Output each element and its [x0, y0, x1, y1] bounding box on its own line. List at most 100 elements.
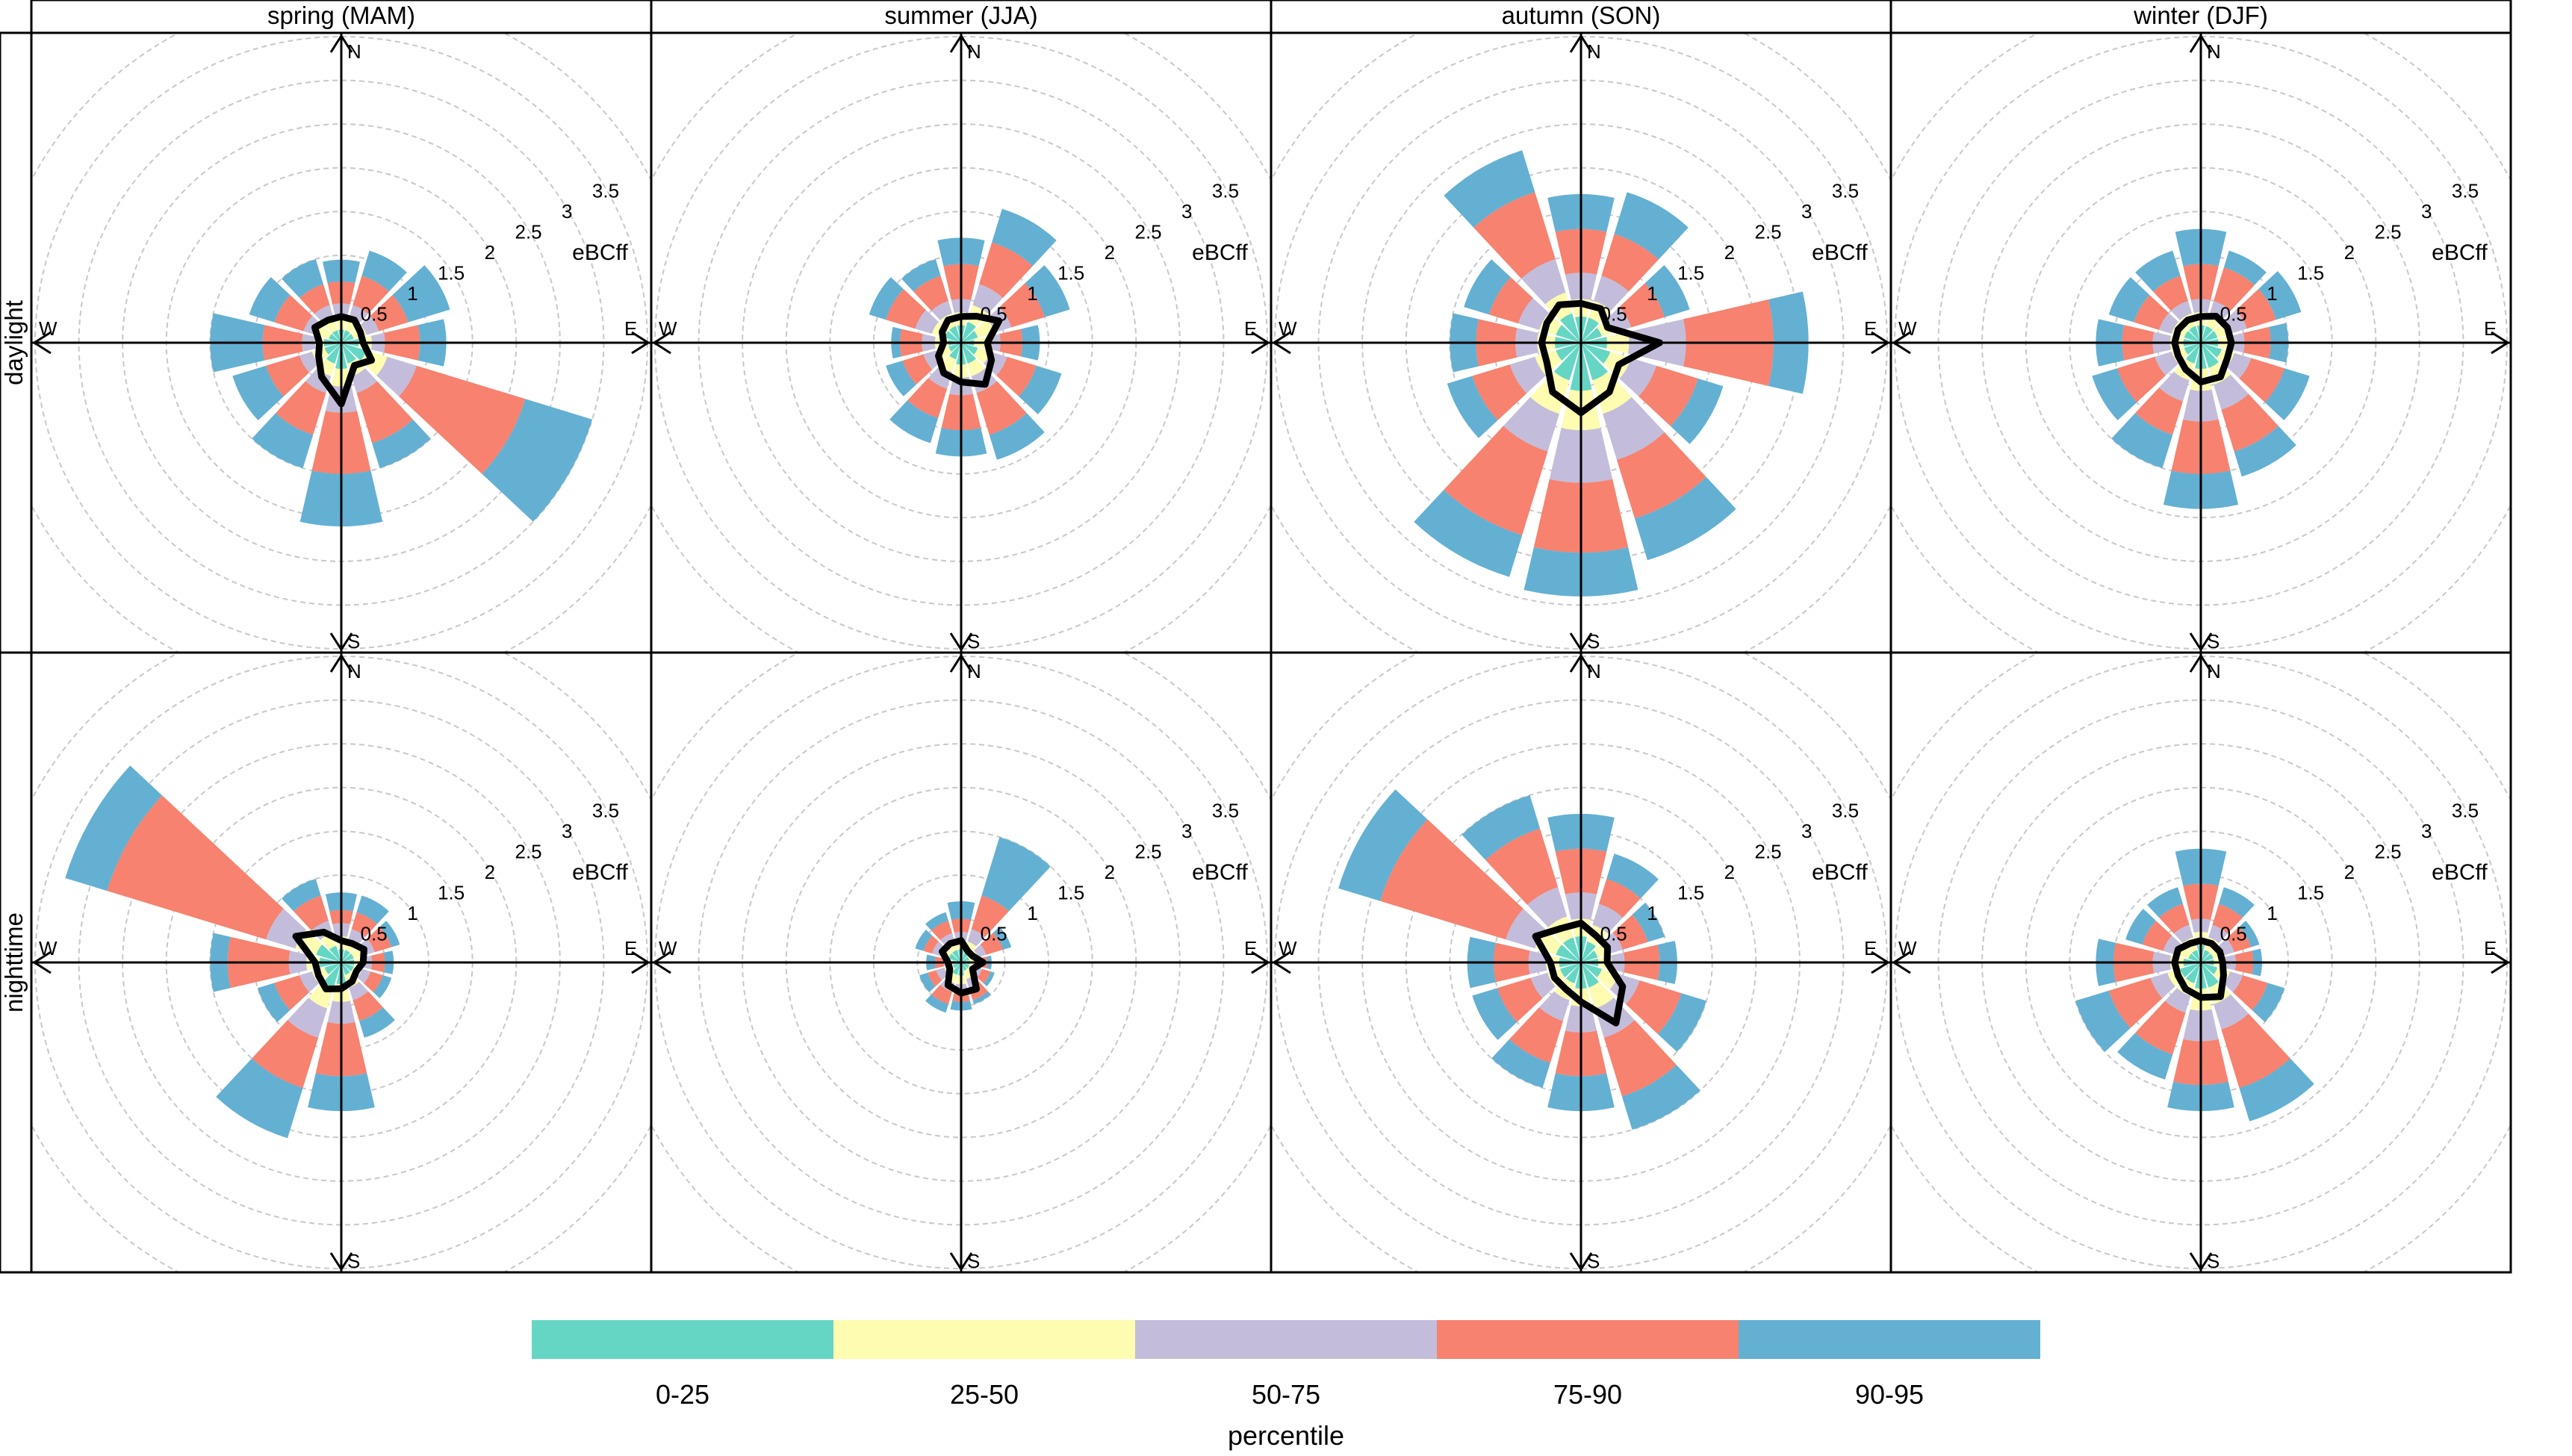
- wedge-90-95-dir-240: [1472, 988, 1518, 1040]
- wedge-0-25-dir-150: [341, 343, 356, 364]
- wedge-50-75-dir-300: [2159, 313, 2178, 334]
- wedge-50-75-dir-210: [288, 998, 328, 1038]
- wedge-75-90-dir-330: [1485, 828, 1559, 905]
- wedge-50-75-dir-30: [1592, 903, 1623, 934]
- wedge-75-90-dir-120: [1626, 980, 1682, 1034]
- wedge-90-95-dir-330: [2135, 250, 2181, 292]
- wedge-90-95-dir-150: [972, 991, 991, 1004]
- radial-tick-label: 1.5: [1057, 882, 1084, 904]
- wedge-50-75-dir-150: [2214, 374, 2249, 410]
- wedge-50-75-dir-240: [299, 352, 319, 373]
- wedge-75-90-dir-120: [399, 365, 526, 474]
- wedge-90-95-dir-150: [1621, 1065, 1700, 1130]
- wedge-75-90-dir-120: [364, 971, 383, 992]
- wedge-0-25-dir-120: [961, 962, 970, 968]
- row-strip: [0, 31, 33, 654]
- radial-tick-label: 1: [2267, 282, 2277, 305]
- column-strip: [30, 0, 653, 34]
- wedge-90-95-dir-210: [252, 413, 314, 468]
- wedge-75-90-dir-240: [1472, 364, 1527, 420]
- wedge-50-75-dir-330: [940, 933, 955, 947]
- wedge-90-95-dir-300: [1464, 259, 1511, 315]
- wedge-75-90-dir-300: [107, 795, 284, 940]
- wedge-90-95-dir-240: [919, 972, 936, 992]
- radial-tick-label: 2.5: [1754, 841, 1781, 863]
- radial-tick-label: 2.5: [515, 221, 541, 243]
- wedge-50-75-dir-330: [1521, 259, 1566, 305]
- west-label: W: [1898, 317, 1917, 340]
- wedge-0-25-dir-330: [1560, 313, 1581, 343]
- radial-tick-label: 2: [485, 861, 495, 883]
- wedge-90-95-dir-330: [1444, 150, 1535, 228]
- south-label: S: [347, 1250, 360, 1272]
- radial-tick-label: 1.5: [2297, 882, 2324, 904]
- wedge-75-90-dir-120: [977, 968, 991, 983]
- wedge-90-95-dir-150: [359, 1007, 395, 1038]
- wedge-90-95-dir-210: [2117, 1033, 2173, 1080]
- axis-arrow: [631, 331, 650, 355]
- wedge-90-95-dir-240: [232, 365, 284, 420]
- wedge-90-95-dir-150: [372, 419, 431, 468]
- radial-tick-label: 2: [2344, 241, 2355, 264]
- wedge-90-95-dir-120: [984, 971, 995, 986]
- radial-tick-label: 1: [1647, 282, 1657, 305]
- wedge-50-75-dir-300: [1518, 298, 1550, 330]
- wedge-90-95-dir-150: [2234, 426, 2296, 477]
- radial-tick-label: 1: [2267, 902, 2277, 924]
- radial-tick-label: 2: [1724, 241, 1735, 264]
- wedge-0-25-dir-330: [332, 330, 341, 343]
- wedge-0-25-dir-210: [1554, 343, 1581, 381]
- radial-tick-label: 2: [1724, 861, 1735, 883]
- panel-border: [1889, 651, 2512, 1274]
- radial-tick-label: 1: [1027, 282, 1037, 305]
- wedge-0-25-dir-240: [324, 962, 341, 974]
- axis-arrow: [1871, 331, 1890, 355]
- south-label: S: [1587, 1250, 1600, 1272]
- wedge-90-95-dir-330: [282, 879, 321, 912]
- wedge-50-75-dir-330: [2174, 924, 2193, 944]
- wedge-0-25-dir-60: [961, 956, 970, 962]
- wedge-75-90-dir-150: [1603, 1020, 1677, 1097]
- wedge-0-25-dir-240: [1560, 962, 1581, 977]
- panel-daylight-summer-jja: N S E W 0.5 1 1.5 2 2.5 3 3.5 eBCff: [651, 33, 1271, 653]
- wedge-90-95-dir-330: [925, 912, 948, 931]
- wedge-75-90-dir-240: [2108, 977, 2163, 1028]
- axis-arrow: [631, 951, 650, 974]
- radial-tick-label: 0.5: [981, 303, 1007, 326]
- radial-tick-label: 3.5: [1212, 180, 1239, 202]
- wedge-0-25-dir-330: [949, 326, 961, 343]
- wedge-75-90-dir-330: [2159, 903, 2190, 934]
- wedge-75-90-dir-120: [2239, 358, 2284, 402]
- wedge-0-25-dir-330: [2192, 950, 2201, 962]
- radial-tick-label: 2: [485, 241, 495, 264]
- radial-tick-label: 0.5: [981, 923, 1007, 945]
- wedge-90-95-dir-60: [379, 921, 400, 948]
- wedge-50-75-dir-330: [2171, 301, 2192, 320]
- wedge-75-90-dir-60: [2236, 289, 2276, 329]
- radial-tick-label: 3.5: [592, 180, 619, 202]
- radial-tick-label: 0.5: [1600, 303, 1627, 326]
- wedge-90-95-dir-150: [2239, 1058, 2314, 1121]
- wedge-0-25-dir-150: [961, 343, 976, 364]
- east-label: E: [624, 317, 637, 340]
- legend-swatch-75-90: [1437, 1320, 1739, 1359]
- radial-tick-label: 2.5: [1754, 221, 1781, 243]
- wedge-0-25-dir-330: [1563, 937, 1581, 962]
- radial-tick-label: 3.5: [2452, 180, 2479, 202]
- wedge-50-75-dir-150: [351, 368, 377, 393]
- radial-tick-label: 3: [2421, 200, 2432, 223]
- wedge-90-95-dir-210: [889, 400, 939, 444]
- wedge-0-25-dir-300: [316, 945, 341, 962]
- wedge-75-90-dir-150: [976, 381, 1027, 435]
- north-label: N: [967, 660, 981, 682]
- wedge-90-95-dir-330: [1461, 795, 1541, 860]
- east-label: E: [2484, 317, 2497, 340]
- legend-label-25-50: 25-50: [950, 1379, 1019, 1410]
- wedge-0-25-dir-30: [341, 330, 350, 343]
- wedge-90-95-dir-120: [1657, 993, 1706, 1052]
- axis-arrow: [652, 951, 671, 974]
- radial-tick-label: 0.5: [1600, 923, 1627, 945]
- wedge-75-90-dir-330: [1473, 192, 1556, 279]
- east-label: E: [1244, 317, 1257, 340]
- wedge-0-25-dir-210: [323, 962, 341, 988]
